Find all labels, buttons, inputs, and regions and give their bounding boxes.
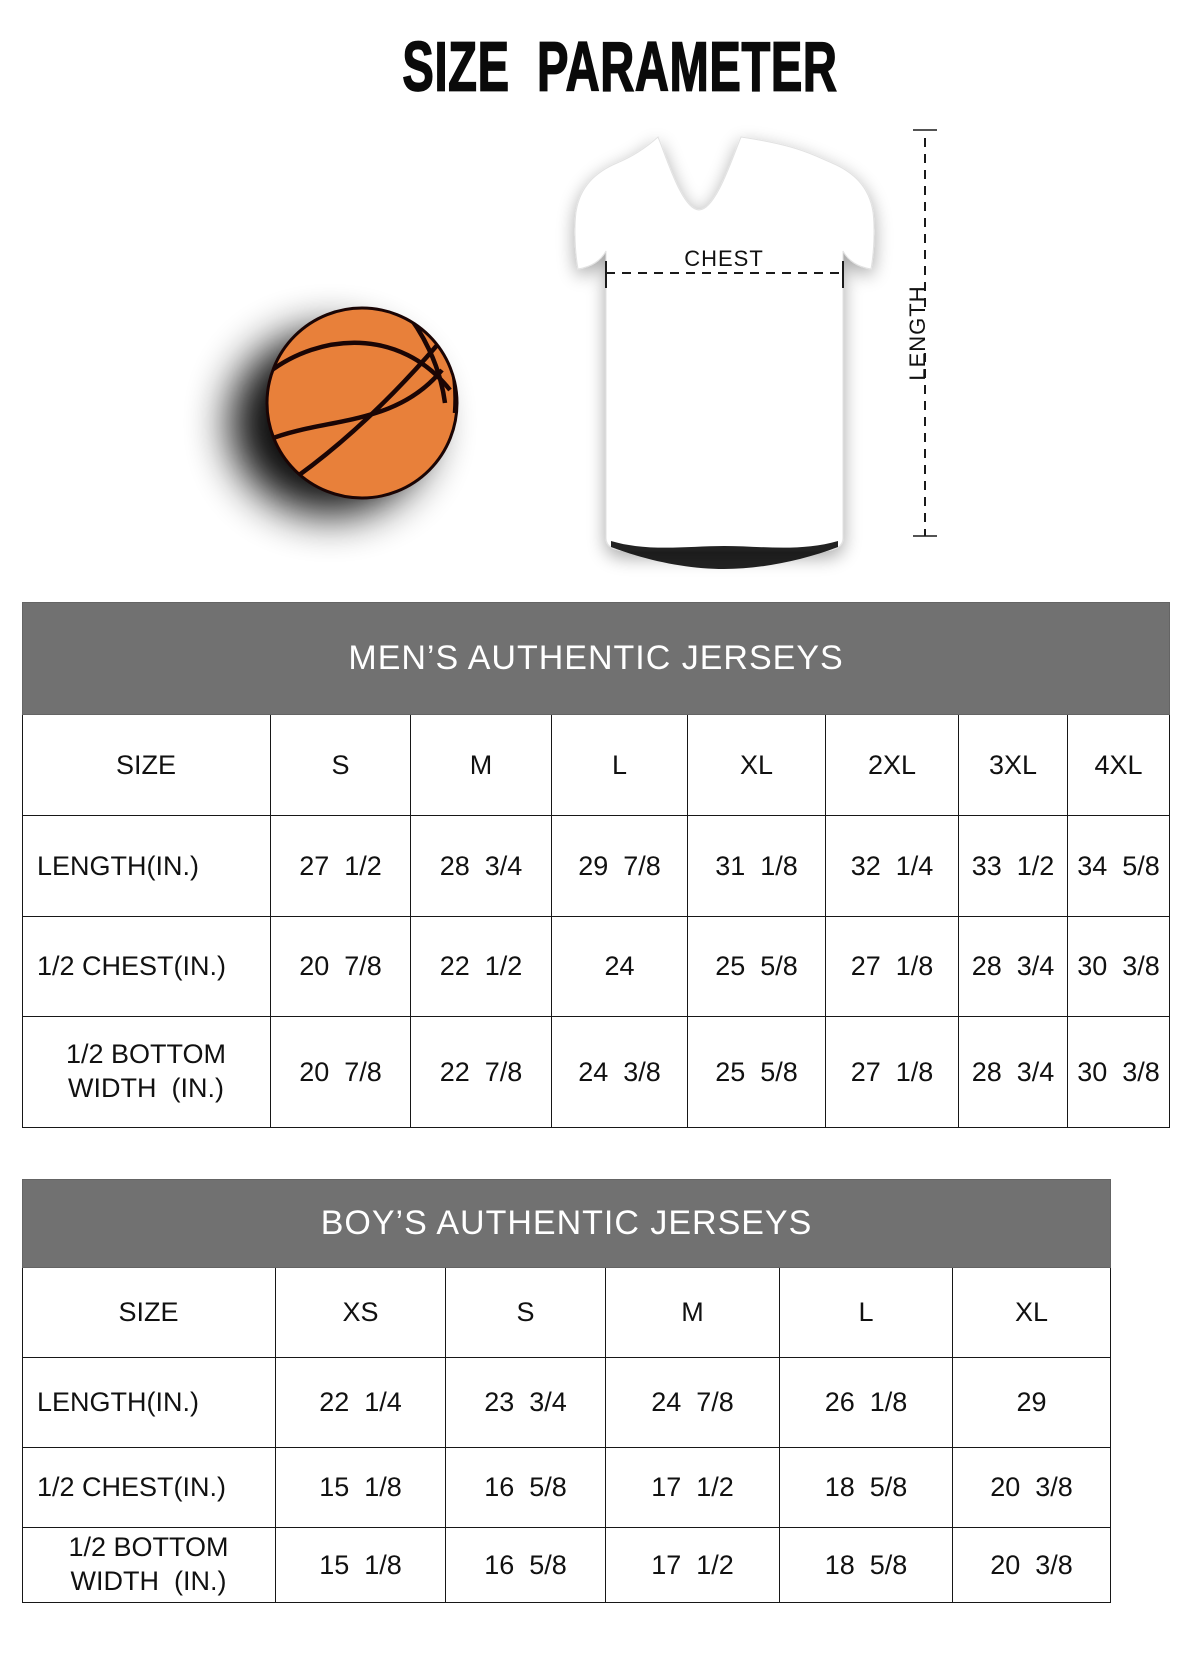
svg-text:CHEST: CHEST bbox=[684, 246, 764, 271]
svg-text:LENGTH: LENGTH bbox=[905, 285, 930, 380]
